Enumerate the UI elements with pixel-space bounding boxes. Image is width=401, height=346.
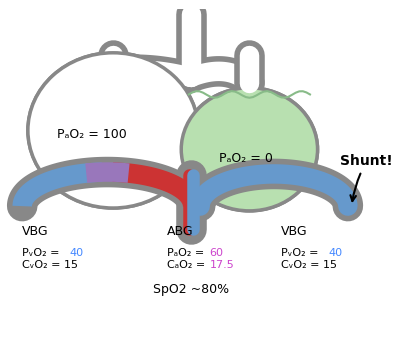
Text: 40: 40 xyxy=(69,248,84,258)
Text: ABG: ABG xyxy=(167,225,194,237)
Ellipse shape xyxy=(181,88,318,211)
Text: PₐO₂ =: PₐO₂ = xyxy=(167,248,208,258)
Text: Shunt!: Shunt! xyxy=(340,154,393,201)
Text: PᵥO₂ =: PᵥO₂ = xyxy=(22,248,63,258)
Text: 60: 60 xyxy=(210,248,224,258)
Text: PₐO₂ = 0: PₐO₂ = 0 xyxy=(219,152,273,165)
Text: 40: 40 xyxy=(328,248,342,258)
Text: CₐO₂ =: CₐO₂ = xyxy=(167,260,209,270)
Text: SpO2 ~80%: SpO2 ~80% xyxy=(153,283,229,296)
Ellipse shape xyxy=(28,53,198,208)
Text: VBG: VBG xyxy=(22,225,49,237)
Text: PᵥO₂ =: PᵥO₂ = xyxy=(281,248,322,258)
Ellipse shape xyxy=(28,53,198,208)
Text: CᵥO₂ = 15: CᵥO₂ = 15 xyxy=(22,260,78,270)
Ellipse shape xyxy=(181,88,318,211)
Text: 17.5: 17.5 xyxy=(210,260,235,270)
Text: PₐO₂ = 100: PₐO₂ = 100 xyxy=(57,128,127,141)
Text: VBG: VBG xyxy=(281,225,307,237)
Text: CᵥO₂ = 15: CᵥO₂ = 15 xyxy=(281,260,336,270)
